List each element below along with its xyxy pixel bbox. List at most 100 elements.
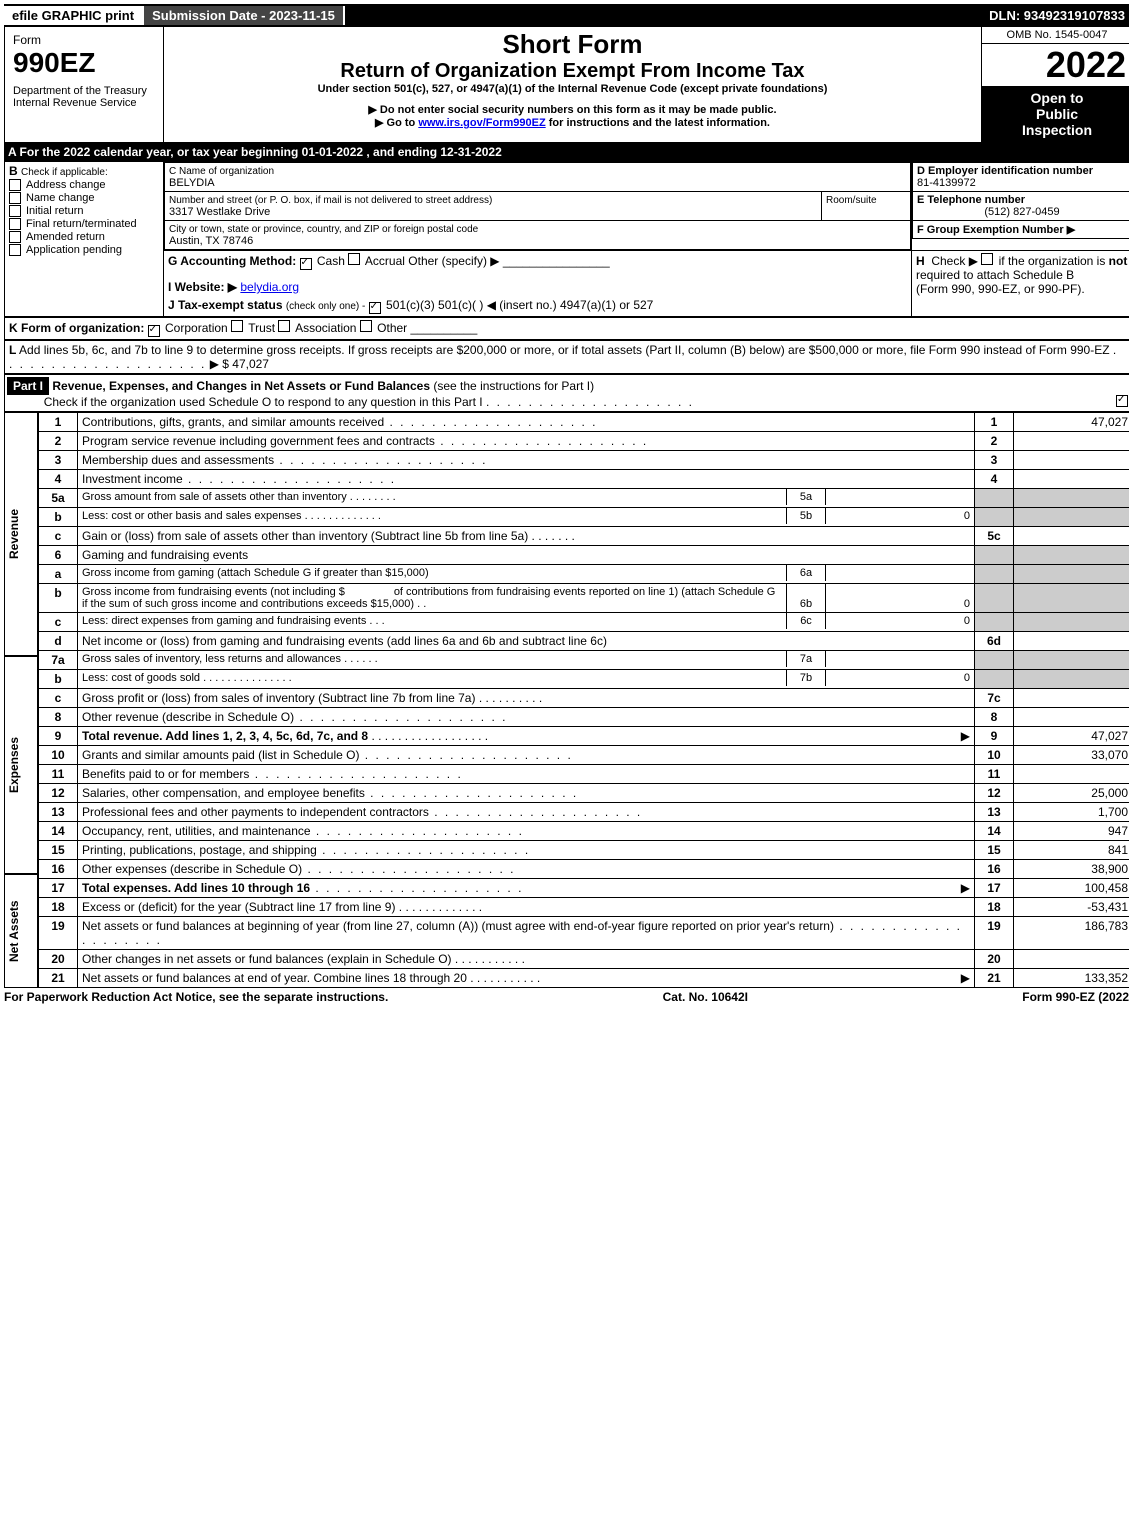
check-final-return[interactable]: Final return/terminated	[9, 218, 159, 230]
check-amended[interactable]: Amended return	[9, 231, 159, 243]
box-k: K Form of organization: Corporation Trus…	[5, 318, 1129, 340]
check-label-5: Application pending	[26, 244, 122, 256]
line-6b: bGross income from fundraising events (n…	[39, 584, 1129, 613]
line-7c: cGross profit or (loss) from sales of in…	[39, 689, 1129, 708]
check-label-2: Initial return	[26, 205, 83, 217]
open-line2: Public	[1036, 106, 1078, 122]
line-1: 1Contributions, gifts, grants, and simil…	[39, 413, 1129, 432]
accrual-label: Accrual	[365, 254, 405, 268]
check-accrual[interactable]	[348, 253, 360, 265]
line-11: 11Benefits paid to or for members11	[39, 765, 1129, 784]
ein-cell: D Employer identification number 81-4139…	[913, 163, 1129, 192]
phone-cell: E Telephone number (512) 827-0459	[913, 192, 1129, 221]
goto-prefix: ▶ Go to	[375, 117, 418, 129]
check-sched-b[interactable]	[981, 253, 993, 265]
box-l: L Add lines 5b, 6c, and 7b to line 9 to …	[5, 341, 1129, 374]
box-g: G Accounting Method: Cash Accrual Other …	[164, 251, 912, 317]
g-label: G Accounting Method:	[168, 254, 296, 268]
h-text4: (Form 990, 990-EZ, or 990-PF).	[916, 282, 1085, 296]
c-label: C Name of organization	[169, 166, 274, 177]
check-501c3[interactable]	[369, 302, 381, 314]
line-10: 10Grants and similar amounts paid (list …	[39, 746, 1129, 765]
check-initial-return[interactable]: Initial return	[9, 205, 159, 217]
entity-info-table: B Check if applicable: Address change Na…	[4, 161, 1129, 317]
org-name: BELYDIA	[169, 177, 215, 189]
submission-date: Submission Date - 2023-11-15	[144, 6, 345, 25]
right-header-cell: OMB No. 1545-0047 2022 Open to Public In…	[982, 27, 1129, 143]
line-9: 9Total revenue. Add lines 1, 2, 3, 4, 5c…	[39, 727, 1129, 746]
no-ssn: ▶ Do not enter social security numbers o…	[168, 103, 977, 116]
line-20: 20Other changes in net assets or fund ba…	[39, 950, 1129, 969]
box-c: C Name of organization BELYDIA Number an…	[164, 162, 912, 251]
room-cell: Room/suite	[822, 192, 911, 221]
e-label: E Telephone number	[917, 194, 1025, 206]
line-13: 13Professional fees and other payments t…	[39, 803, 1129, 822]
check-name-change[interactable]: Name change	[9, 192, 159, 204]
d-label: D Employer identification number	[917, 165, 1093, 177]
footer: For Paperwork Reduction Act Notice, see …	[4, 988, 1129, 1006]
top-bar: efile GRAPHIC print Submission Date - 20…	[4, 4, 1129, 26]
part1-header-row: Part I Revenue, Expenses, and Changes in…	[5, 375, 1129, 412]
cash-label: Cash	[317, 254, 345, 268]
other-label: Other (specify) ▶	[408, 254, 499, 268]
omb: OMB No. 1545-0047	[982, 27, 1129, 44]
check-trust[interactable]	[231, 320, 243, 332]
k-other: Other	[377, 321, 407, 335]
line-6: 6Gaming and fundraising events	[39, 546, 1129, 565]
line-6a: aGross income from gaming (attach Schedu…	[39, 565, 1129, 584]
h-text1: Check ▶	[931, 254, 978, 268]
line-14: 14Occupancy, rent, utilities, and mainte…	[39, 822, 1129, 841]
city-cell: City or town, state or province, country…	[165, 221, 911, 250]
check-label-3: Final return/terminated	[26, 218, 137, 230]
box-b: B Check if applicable: Address change Na…	[5, 162, 164, 317]
check-cash[interactable]	[300, 258, 312, 270]
group-exempt-cell: F Group Exemption Number ▶	[913, 221, 1129, 239]
website-link[interactable]: belydia.org	[240, 280, 299, 294]
netassets-vlabel: Net Assets	[4, 874, 38, 988]
form-cell: Form 990EZ Department of the Treasury In…	[5, 27, 164, 143]
check-app-pending[interactable]: Application pending	[9, 244, 159, 256]
h-label: H	[916, 254, 925, 268]
return-title: Return of Organization Exempt From Incom…	[168, 60, 977, 83]
l-label: L	[9, 343, 16, 357]
open-public: Open to Public Inspection	[982, 86, 1129, 142]
dept-label: Department of the Treasury	[13, 85, 147, 97]
line-8: 8Other revenue (describe in Schedule O)8	[39, 708, 1129, 727]
k-label: K Form of organization:	[9, 321, 144, 335]
check-corp[interactable]	[148, 325, 160, 337]
line-18: 18Excess or (deficit) for the year (Subt…	[39, 898, 1129, 917]
short-form-title: Short Form	[168, 29, 977, 60]
check-address-change[interactable]: Address change	[9, 179, 159, 191]
goto-line: ▶ Go to www.irs.gov/Form990EZ for instru…	[168, 116, 977, 129]
f-label: F Group Exemption Number ▶	[917, 224, 1075, 236]
line-5c: cGain or (loss) from sale of assets othe…	[39, 527, 1129, 546]
goto-suffix: for instructions and the latest informat…	[549, 117, 770, 129]
check-label-1: Name change	[26, 192, 95, 204]
open-line1: Open to	[1031, 90, 1084, 106]
line-17: 17Total expenses. Add lines 10 through 1…	[39, 879, 1129, 898]
footer-mid: Cat. No. 10642I	[663, 990, 748, 1004]
part1-see: (see the instructions for Part I)	[433, 379, 594, 393]
b-check-label: Check if applicable:	[21, 167, 108, 178]
line-2: 2Program service revenue including gover…	[39, 432, 1129, 451]
line-19: 19Net assets or fund balances at beginni…	[39, 917, 1129, 950]
footer-left: For Paperwork Reduction Act Notice, see …	[4, 990, 388, 1004]
line-4: 4Investment income4	[39, 470, 1129, 489]
check-other[interactable]	[360, 320, 372, 332]
l-amount: ▶ $ 47,027	[210, 357, 269, 371]
check-label-0: Address change	[26, 179, 106, 191]
k-corp: Corporation	[165, 321, 228, 335]
line-6d: dNet income or (loss) from gaming and fu…	[39, 632, 1129, 651]
l-text: Add lines 5b, 6c, and 7b to line 9 to de…	[19, 343, 1110, 357]
check-sched-o[interactable]	[1116, 395, 1128, 407]
line-7a: 7aGross sales of inventory, less returns…	[39, 651, 1129, 670]
street-label: Number and street (or P. O. box, if mail…	[169, 195, 492, 206]
section-a: A For the 2022 calendar year, or tax yea…	[4, 143, 1129, 161]
lines-table: 1Contributions, gifts, grants, and simil…	[38, 412, 1129, 988]
k-trust: Trust	[248, 321, 275, 335]
i-label: I Website: ▶	[168, 280, 237, 294]
check-assoc[interactable]	[278, 320, 290, 332]
line-7b: bLess: cost of goods sold . . . . . . . …	[39, 670, 1129, 689]
k-assoc: Association	[295, 321, 356, 335]
irs-link[interactable]: www.irs.gov/Form990EZ	[418, 117, 545, 129]
